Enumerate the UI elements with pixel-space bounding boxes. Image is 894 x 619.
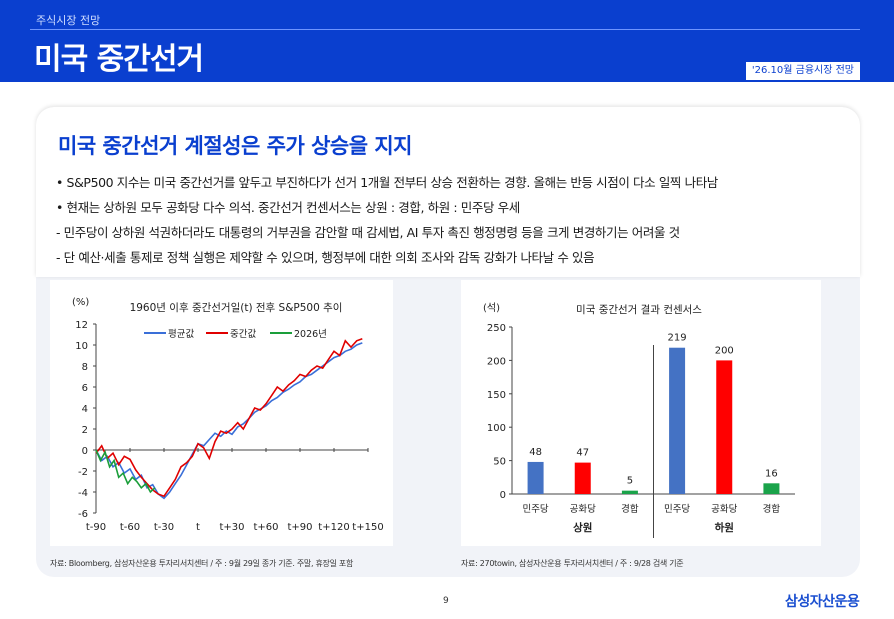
series-line-중간값 — [95, 337, 363, 498]
bar-chart-panel: (석) 미국 중간선거 결과 컨센서스 0 50 100 150 200 250 48 민주당 47… — [461, 280, 821, 546]
legend-label: 평균값 — [168, 328, 194, 340]
y-tick-label: 0 — [500, 490, 506, 501]
source-note-right: 자료: 270towin, 삼성자산운용 투자리서치센터 / 주 : 9/28 … — [461, 559, 684, 568]
legend-label: 2026년 — [294, 329, 327, 340]
y-unit-label: (석) — [483, 302, 500, 314]
y-tick-label: -2 — [78, 467, 88, 478]
y-tick-label: 100 — [487, 423, 506, 434]
bullet-item: • 현재는 상하원 모두 공화당 다수 의석. 중간선거 컨센서스는 상원 : … — [56, 200, 520, 215]
bullet-item: • S&P500 지수는 미국 중간선거를 앞두고 부진하다가 선거 1개월 전… — [56, 175, 718, 190]
title-rule — [30, 29, 860, 30]
y-tick-label: 50 — [493, 457, 506, 468]
data-label: 48 — [529, 447, 542, 458]
y-tick-label: 8 — [82, 362, 88, 373]
bar-상원-공화당 — [574, 462, 591, 494]
series-line-평균값 — [95, 342, 363, 500]
y-tick-label: 200 — [487, 356, 506, 367]
bar-상원-민주당 — [527, 461, 544, 494]
data-label: 47 — [576, 448, 589, 459]
bullet-list: • S&P500 지수는 미국 중간선거를 앞두고 부진하다가 선거 1개월 전… — [56, 173, 856, 273]
headline: 미국 중간선거 계절성은 주가 상승을 지지 — [58, 134, 413, 158]
y-unit-label: (%) — [72, 297, 89, 308]
series-line-2026년 — [95, 449, 156, 494]
y-tick-label: 150 — [487, 390, 506, 401]
y-tick-label: 250 — [487, 323, 506, 334]
x-tick-label: t+90 — [287, 522, 312, 533]
y-tick-label: 12 — [75, 320, 88, 331]
bullet-item: - 민주당이 상하원 석권하더라도 대통령의 거부권을 감안할 때 감세법, A… — [56, 225, 680, 240]
section-label: 주식시장 전망 — [36, 14, 101, 27]
chart-title: 1960년 이후 중간선거일(t) 전후 S&P500 추이 — [130, 301, 343, 314]
content-card-top — [36, 107, 860, 277]
category-label: 경합 — [763, 503, 781, 515]
y-tick-label: -6 — [78, 509, 88, 520]
report-tag: '26.10월 금융시장 전망 — [745, 62, 860, 80]
line-chart-panel: (%) 1960년 이후 중간선거일(t) 전후 S&P500 추이 -6 -4 -2 0… — [50, 280, 393, 546]
y-tick-label: 2 — [82, 425, 88, 436]
y-tick-label: 0 — [82, 446, 88, 457]
x-tick-label: t+60 — [253, 522, 278, 533]
x-tick-label: t+30 — [219, 522, 244, 533]
x-tick-label: t — [196, 522, 200, 533]
group-label: 하원 — [715, 521, 734, 534]
x-tick-label: t-60 — [120, 522, 140, 533]
x-tick-label: t-90 — [86, 522, 106, 533]
bar-하원-민주당 — [669, 347, 686, 494]
y-tick-label: 4 — [82, 404, 88, 415]
data-label: 200 — [715, 345, 734, 356]
category-label: 경합 — [621, 503, 639, 515]
brand-logo: 삼성자산운용 — [785, 594, 860, 610]
bar-chart: (석) 미국 중간선거 결과 컨센서스 0 50 100 150 200 250 48 민주당 47… — [483, 302, 795, 538]
group-label: 상원 — [573, 521, 592, 534]
legend-label: 중간값 — [230, 328, 256, 340]
bar-하원-경합 — [763, 483, 780, 494]
source-note-left: 자료: Bloomberg, 삼성자산운용 투자리서치센터 / 주 : 9월 2… — [50, 559, 354, 568]
x-tick-label: t+150 — [352, 522, 383, 533]
page-number: 9 — [443, 596, 449, 606]
bar-상원-경합 — [621, 490, 638, 494]
x-tick-label: t-30 — [154, 522, 174, 533]
y-tick-label: 6 — [82, 383, 88, 394]
data-label: 16 — [765, 468, 778, 479]
category-label: 공화당 — [570, 504, 596, 515]
x-tick-label: t+120 — [318, 522, 349, 533]
category-label: 민주당 — [522, 504, 548, 515]
category-label: 공화당 — [711, 504, 737, 515]
bar-하원-공화당 — [716, 360, 733, 494]
category-label: 민주당 — [664, 504, 690, 515]
data-label: 5 — [627, 476, 633, 487]
chart-title: 미국 중간선거 결과 컨센서스 — [576, 304, 702, 316]
line-chart: (%) 1960년 이후 중간선거일(t) 전후 S&P500 추이 -6 -4 -2 0… — [72, 297, 384, 533]
bullet-item: - 단 예산·세출 통제로 정책 실행은 제약할 수 있으며, 행정부에 대한 … — [56, 250, 595, 265]
y-tick-label: 10 — [75, 341, 88, 352]
page-title: 미국 중간선거 — [34, 42, 204, 77]
data-label: 219 — [668, 333, 687, 344]
y-tick-label: -4 — [78, 488, 88, 499]
header-bar: 주식시장 전망 미국 중간선거 '26.10월 금융시장 전망 — [0, 0, 894, 82]
